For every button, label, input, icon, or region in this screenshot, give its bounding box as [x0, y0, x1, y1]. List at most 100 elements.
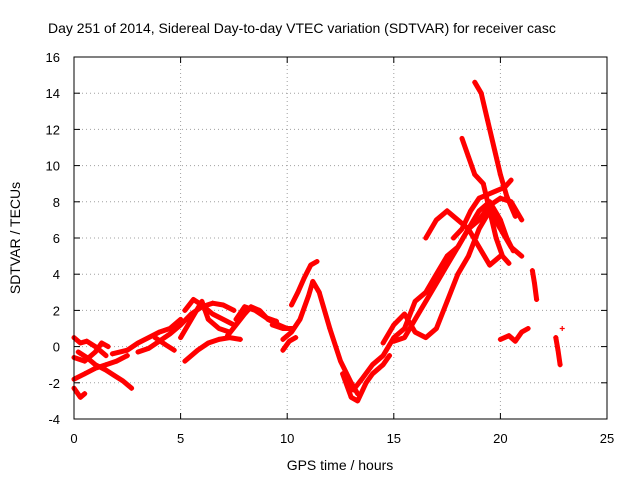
data-point: [476, 226, 482, 232]
data-point: [455, 271, 461, 277]
series-arc-16: [288, 259, 320, 308]
data-point: [497, 195, 503, 201]
data-point: [472, 79, 478, 85]
data-point: [216, 336, 222, 342]
x-tick-label: 10: [280, 431, 294, 446]
data-point: [487, 262, 493, 268]
data-point: [295, 289, 301, 295]
data-point: [84, 338, 90, 344]
data-point: [112, 373, 118, 379]
data-point: [529, 268, 535, 274]
data-point: [502, 184, 508, 190]
data-point: [412, 298, 418, 304]
data-point: [152, 335, 158, 341]
data-point: [231, 307, 237, 313]
data-point: [476, 208, 482, 214]
data-point: [280, 326, 286, 331]
y-tick-label: 14: [46, 86, 60, 101]
data-point: [468, 208, 474, 214]
data-point: [465, 226, 471, 232]
data-point: [220, 302, 226, 308]
data-point: [195, 347, 201, 353]
y-tick-label: -2: [48, 376, 60, 391]
data-point: [369, 371, 375, 377]
data-point: [92, 362, 98, 368]
data-point: [288, 329, 294, 335]
data-point: [480, 181, 486, 187]
data-point: [114, 358, 120, 364]
data-point: [286, 338, 292, 344]
data-point: [84, 354, 90, 360]
x-tick-labels: 0 5 10 15 20 25: [70, 431, 614, 446]
data-point: [327, 326, 333, 331]
data-point: [433, 326, 439, 331]
data-point: [129, 385, 135, 391]
data-point: [380, 340, 386, 346]
data-point: [182, 358, 188, 364]
data-point: [493, 235, 499, 241]
y-tick-label: 8: [53, 195, 60, 210]
series-arc-25: [450, 177, 514, 241]
y-tick-label: 4: [53, 267, 60, 282]
x-tick-label: 25: [600, 431, 614, 446]
data-point: [216, 326, 222, 331]
series-arc-24: [472, 79, 518, 219]
data-point: [497, 172, 503, 178]
data-point: [146, 345, 152, 351]
y-tick-label: 16: [46, 50, 60, 65]
data-point: [506, 260, 512, 266]
y-tick-label: -4: [48, 412, 60, 427]
series-trace: [182, 335, 243, 364]
data-point: [391, 322, 397, 328]
data-point: [242, 304, 248, 310]
data-point: [310, 278, 316, 284]
data-point: [190, 297, 196, 303]
data-point: [369, 362, 375, 368]
series-arc-26: [497, 326, 531, 344]
data-point: [423, 235, 429, 241]
series-arc-17: [280, 335, 299, 353]
series-trace: [135, 300, 237, 355]
data-point: [182, 307, 188, 313]
data-point: [380, 353, 386, 359]
series-arc-28: [553, 335, 563, 368]
data-point: [82, 391, 88, 397]
data-point: [450, 235, 456, 241]
data-point: [559, 326, 565, 331]
data-point: [534, 297, 540, 303]
data-point: [288, 302, 294, 308]
data-point: [297, 316, 303, 322]
data-point: [459, 226, 465, 232]
data-point: [519, 329, 525, 335]
data-point: [525, 326, 531, 331]
data-point: [156, 329, 162, 335]
data-point: [359, 376, 365, 382]
data-point: [75, 349, 81, 355]
series-arc-18: [340, 353, 393, 404]
series-trace: [380, 208, 525, 346]
data-point: [167, 326, 173, 331]
data-point: [82, 358, 88, 364]
data-point: [338, 358, 343, 364]
data-point: [301, 275, 307, 281]
data-point: [293, 335, 299, 341]
data-point: [280, 347, 286, 353]
data-point: [163, 342, 169, 348]
data-point: [306, 293, 312, 299]
data-layer: [71, 79, 565, 404]
series-arc-29: [559, 326, 565, 331]
series-trace: [71, 385, 88, 400]
series-arc-13: [233, 304, 280, 324]
data-point: [455, 244, 461, 250]
series-trace: [182, 297, 237, 328]
x-tick-label: 0: [70, 431, 77, 446]
data-point: [493, 188, 499, 194]
data-point: [444, 253, 450, 259]
data-point: [280, 336, 286, 342]
data-point: [233, 322, 239, 328]
series-arc-20: [380, 208, 525, 346]
data-point: [103, 362, 109, 368]
data-point: [92, 349, 98, 355]
data-point: [476, 244, 482, 250]
data-point: [308, 262, 314, 268]
